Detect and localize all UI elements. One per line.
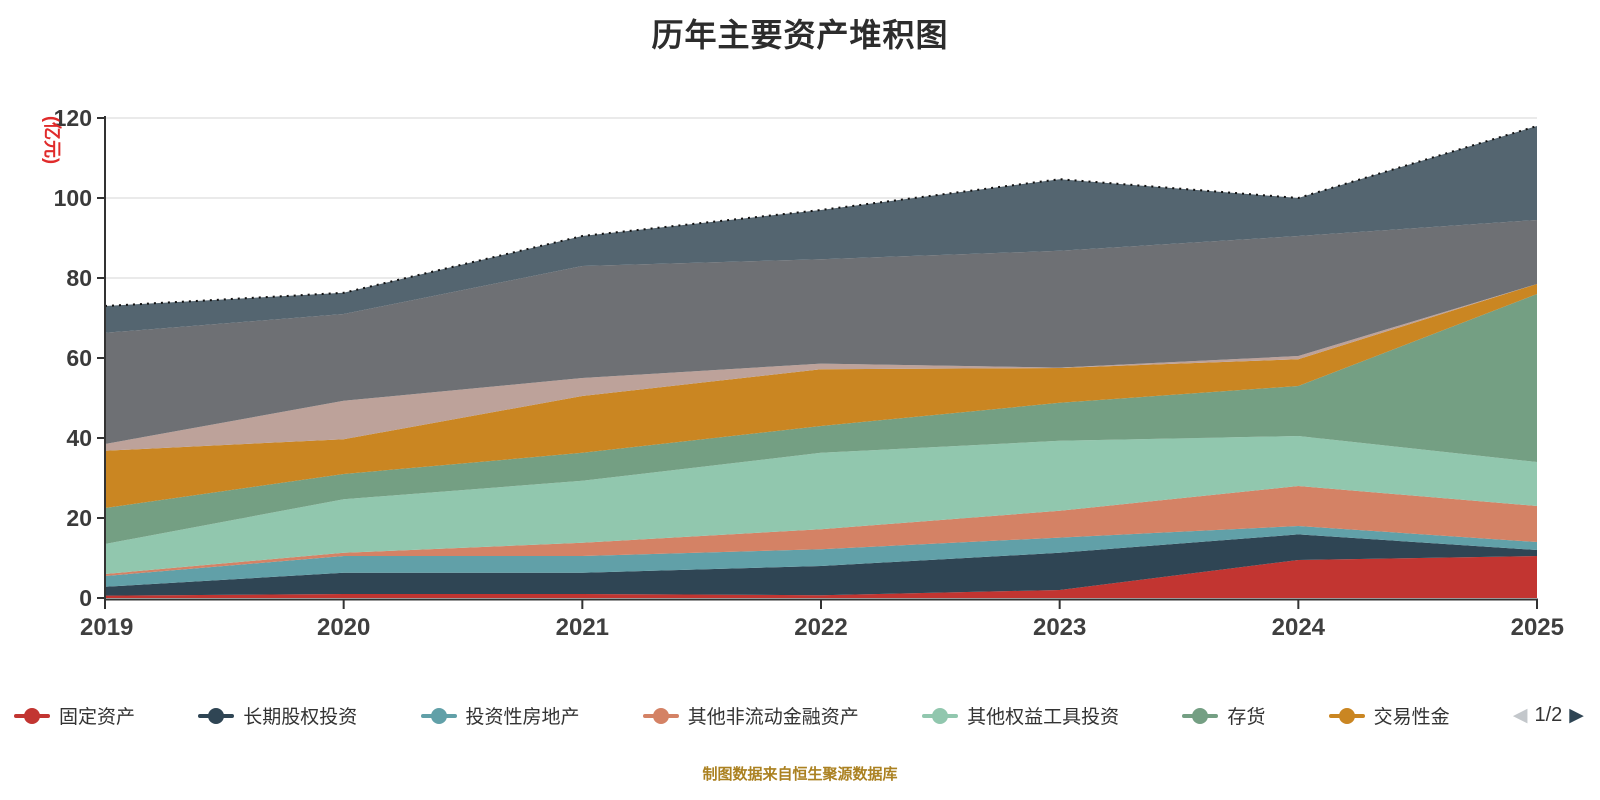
legend-item-交易性金[interactable]: 交易性金 (1328, 702, 1450, 729)
legend-line-dot-icon (642, 707, 679, 724)
legend-label: 长期股权投资 (243, 707, 358, 728)
legend-label: 投资性房地产 (465, 707, 580, 728)
page-title: 历年主要资产堆积图 (651, 17, 949, 53)
y-axis-label: 20 (66, 505, 92, 531)
legend-line-dot-icon (1328, 707, 1365, 724)
x-axis-label: 2024 (1272, 614, 1326, 641)
y-axis-label: 0 (79, 585, 92, 611)
legend-item-其他权益工具投资[interactable]: 其他权益工具投资 (922, 702, 1119, 729)
legend-item-其他非流动金融资产[interactable]: 其他非流动金融资产 (642, 702, 859, 729)
legend-item-存货[interactable]: 存货 (1182, 702, 1265, 729)
data-source-note: 制图数据来自恒生聚源数据库 (702, 766, 898, 783)
x-axis-label: 2022 (794, 614, 847, 641)
area-series-7 (105, 284, 1537, 508)
area-series-2 (105, 534, 1537, 596)
stacked-area-plot: 0 20 40 60 80 100 120(亿元) 2019 2020 2021 2022 2023 2… (42, 105, 1564, 641)
legend-next-page-icon[interactable]: ▶ (1569, 705, 1584, 726)
legend-line-dot-icon (14, 707, 50, 724)
area-series-9 (105, 220, 1537, 444)
stack-top-dotted-line (104, 125, 1538, 307)
x-axis-label: 2019 (80, 614, 133, 641)
legend-pagination: ◀ 1/2 ▶ (1513, 704, 1584, 727)
legend-line-dot-icon (420, 707, 457, 724)
legend-label: 交易性金 (1373, 707, 1450, 728)
legend-label: 存货 (1227, 707, 1266, 728)
legend-item-固定资产[interactable]: 固定资产 (14, 702, 135, 729)
x-axis-label: 2023 (1033, 614, 1086, 641)
area-series-4 (105, 486, 1537, 576)
area-series-3 (105, 526, 1537, 587)
x-axis-label: 2025 (1511, 614, 1564, 641)
y-axis-label: 120 (54, 105, 92, 131)
legend-item-投资性房地产[interactable]: 投资性房地产 (420, 702, 580, 729)
area-series-6 (105, 294, 1537, 544)
y-axis-label: 60 (66, 345, 92, 371)
legend-label: 其他非流动金融资产 (687, 707, 859, 728)
y-axis-unit-label: (亿元) (42, 116, 63, 164)
legend-label: 其他权益工具投资 (967, 707, 1120, 728)
legend-line-dot-icon (198, 707, 235, 724)
legend-page-indicator: 1/2 (1534, 704, 1563, 726)
y-axis-label: 100 (54, 185, 92, 211)
legend-label: 固定资产 (59, 707, 136, 728)
legend: 固定资产 长期股权投资 投资性房地产 其他非流动金融资产 其他权益工具投资 存货 交易性金 … (14, 702, 1584, 729)
area-series-5 (105, 436, 1537, 574)
x-axis-label: 2020 (317, 614, 370, 641)
area-series-1 (105, 556, 1537, 598)
area-series-10 (105, 126, 1537, 333)
legend-line-dot-icon (922, 707, 959, 724)
legend-line-dot-icon (1182, 707, 1219, 724)
legend-item-长期股权投资[interactable]: 长期股权投资 (198, 702, 357, 729)
legend-prev-page-icon[interactable]: ◀ (1512, 705, 1528, 726)
y-axis-label: 80 (66, 265, 92, 291)
y-axis-label: 40 (66, 425, 92, 451)
area-series-8 (105, 284, 1537, 451)
x-axis-label: 2021 (556, 614, 609, 641)
